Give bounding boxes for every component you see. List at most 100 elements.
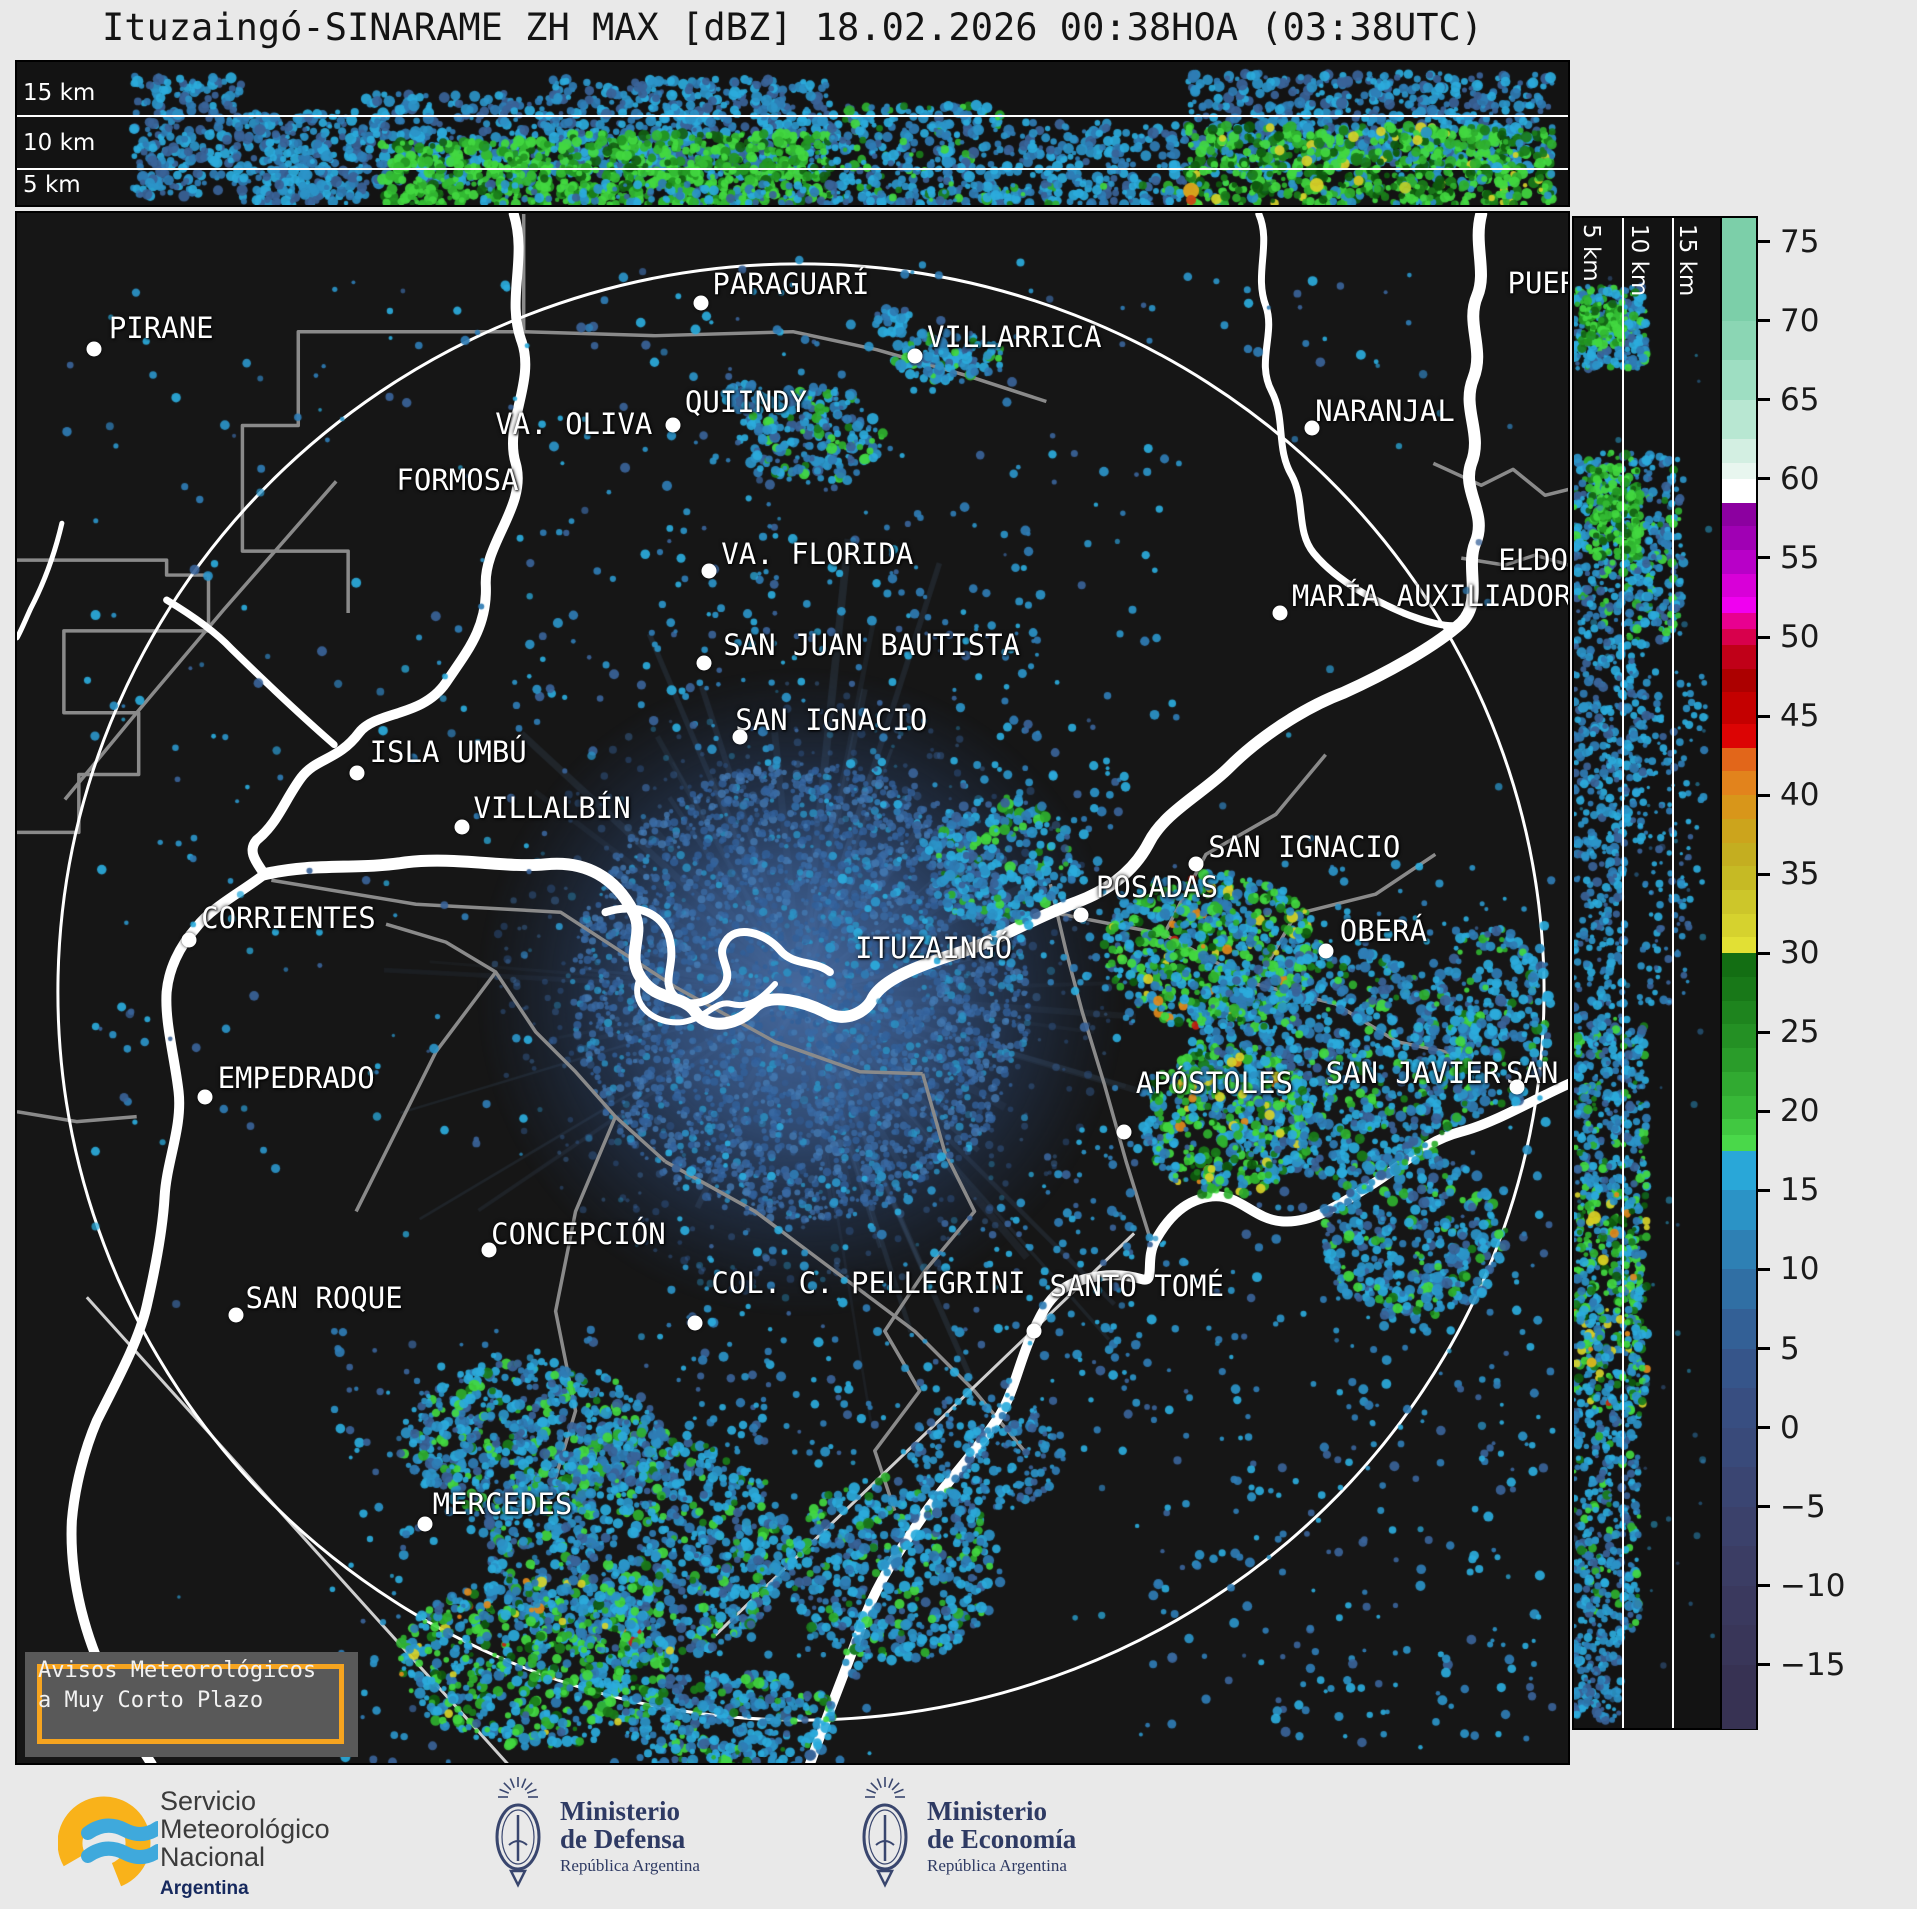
footer: Servicio Meteorológico Nacional Argentin… bbox=[0, 1765, 1917, 1909]
colorbar-segment bbox=[1722, 613, 1756, 630]
height-gridline bbox=[17, 115, 1568, 117]
colorbar-segment bbox=[1722, 692, 1756, 725]
colorbar-tick-label: 5 bbox=[1780, 1330, 1800, 1367]
city-label: ISLA UMBÚ bbox=[369, 735, 527, 770]
colorbar-segment bbox=[1722, 937, 1756, 954]
colorbar-tick-mark bbox=[1758, 793, 1770, 797]
city-dot bbox=[696, 655, 712, 670]
colorbar-tick-label: 35 bbox=[1780, 856, 1820, 893]
colorbar-segment bbox=[1722, 1625, 1756, 1666]
colorbar-tick-label: 20 bbox=[1780, 1093, 1820, 1130]
colorbar-tick-mark bbox=[1758, 1030, 1770, 1034]
colorbar-segment bbox=[1722, 550, 1756, 575]
colorbar-segment bbox=[1722, 629, 1756, 646]
vertical-cross-section-top: 15 km 10 km 5 km bbox=[15, 60, 1570, 207]
city-label: OBERÁ bbox=[1339, 913, 1428, 948]
colorbar-tick-label: 40 bbox=[1780, 777, 1820, 814]
colorbar-segment bbox=[1722, 1308, 1756, 1350]
colorbar-segment bbox=[1722, 218, 1756, 322]
city-label: SAN JUAN BAUTISTA bbox=[723, 628, 1020, 663]
colorbar-segment bbox=[1722, 399, 1756, 440]
city-label: PIRANE bbox=[108, 310, 214, 345]
colorbar-segment bbox=[1722, 463, 1756, 480]
colorbar-tick-label: 0 bbox=[1780, 1409, 1800, 1446]
city-label: ITUZAINGÓ bbox=[855, 930, 1013, 965]
defensa-crest-icon bbox=[495, 1777, 541, 1888]
radar-map: PIRANE PARAGUARÍ VILLARRICA QUIINDY VA. OLIV… bbox=[15, 211, 1570, 1765]
economia-line-1: Ministerio bbox=[927, 1796, 1047, 1826]
colorbar-tick-label: 55 bbox=[1780, 539, 1820, 576]
smn-line-2: Meteorológico bbox=[160, 1814, 330, 1844]
product-title: Ituzaingó-SINARAME ZH MAX [dBZ] 18.02.20… bbox=[101, 6, 1484, 49]
economia-crest-icon bbox=[862, 1777, 908, 1888]
smn-line-3: Nacional bbox=[160, 1842, 266, 1872]
colorbar-segment bbox=[1722, 771, 1756, 796]
height-axis-label: 10 km bbox=[23, 130, 96, 156]
colorbar-tick-label: 45 bbox=[1780, 698, 1820, 735]
city-dot bbox=[417, 1516, 433, 1532]
colorbar-segment bbox=[1722, 1229, 1756, 1271]
colorbar-segment bbox=[1722, 1095, 1756, 1120]
smn-logo-icon bbox=[58, 1796, 158, 1890]
colorbar-tick-mark bbox=[1758, 240, 1770, 244]
city-label: MARÍA AUXILIADORA bbox=[1291, 578, 1570, 613]
city-dot bbox=[1116, 1124, 1132, 1140]
colorbar-tick-mark bbox=[1758, 1426, 1770, 1430]
colorbar-tick-mark bbox=[1758, 1505, 1770, 1509]
city-label: QUIINDY bbox=[684, 385, 808, 420]
city-label: VA. OLIVA bbox=[495, 406, 653, 441]
warning-banner-text: Avisos Meteorológicos a Muy Corto Plazo bbox=[38, 1656, 316, 1716]
colorbar-segment bbox=[1722, 1388, 1756, 1429]
colorbar-tick-mark bbox=[1758, 872, 1770, 876]
city-label: MERCEDES bbox=[432, 1487, 573, 1522]
city-label: APÓSTOLES bbox=[1135, 1065, 1293, 1100]
colorbar-segment bbox=[1722, 795, 1756, 820]
city-dot bbox=[1272, 605, 1287, 621]
colorbar-segment bbox=[1722, 1000, 1756, 1025]
colorbar-tick-mark bbox=[1758, 635, 1770, 639]
colorbar-tick-mark bbox=[1758, 1109, 1770, 1113]
city-label: VILLALBÍN bbox=[473, 791, 631, 826]
city-dot bbox=[665, 417, 681, 433]
colorbar-segment bbox=[1722, 1048, 1756, 1073]
colorbar-segment bbox=[1722, 889, 1756, 915]
height-axis-label: 5 km bbox=[1578, 224, 1604, 282]
height-axis-label: 15 km bbox=[1674, 224, 1700, 297]
colorbar-tick-mark bbox=[1758, 477, 1770, 481]
city-label: SANTO TOMÉ bbox=[1049, 1268, 1225, 1303]
height-gridline bbox=[1622, 218, 1624, 1728]
city-label: SAN IGNACIO bbox=[735, 702, 928, 737]
colorbar-segment bbox=[1722, 668, 1756, 693]
colorbar-tick-label: 50 bbox=[1780, 619, 1820, 655]
colorbar-tick-label: 65 bbox=[1780, 381, 1820, 418]
city-dot bbox=[181, 932, 197, 948]
colorbar-tick-mark bbox=[1758, 1584, 1770, 1588]
colorbar-segment bbox=[1722, 360, 1756, 401]
height-axis-label: 5 km bbox=[23, 172, 81, 198]
smn-logo-text: Servicio Meteorológico Nacional Argentin… bbox=[160, 1787, 330, 1903]
defensa-logo-text: Ministerio de Defensa República Argentin… bbox=[560, 1797, 700, 1876]
colorbar-segment bbox=[1722, 573, 1756, 599]
city-dot bbox=[1304, 420, 1320, 436]
colorbar-segment bbox=[1722, 1269, 1756, 1310]
colorbar-tick-label: −5 bbox=[1780, 1488, 1826, 1525]
city-label: CONCEPCIÓN bbox=[491, 1217, 666, 1252]
city-dot bbox=[481, 1242, 496, 1258]
city-label: FORMOSA bbox=[396, 462, 519, 497]
city-label: PUERTO bbox=[1507, 265, 1569, 300]
colorbar-tick-label: −15 bbox=[1780, 1646, 1846, 1683]
city-label: POSADAS bbox=[1095, 870, 1219, 905]
right-echo-canvas bbox=[1574, 218, 1720, 1728]
city-label: NARANJAL bbox=[1315, 394, 1455, 429]
economia-logo-text: Ministerio de Economía República Argenti… bbox=[927, 1797, 1076, 1876]
city-label: SAN IGNACIO bbox=[1208, 829, 1401, 864]
colorbar-segment bbox=[1722, 913, 1756, 939]
colorbar-segment bbox=[1722, 1119, 1756, 1136]
colorbar-segment bbox=[1722, 478, 1756, 504]
colorbar-segment bbox=[1722, 747, 1756, 772]
echo-speckle-canvas bbox=[17, 213, 1568, 1763]
city-dot bbox=[687, 1315, 703, 1331]
colorbar-tick-label: 60 bbox=[1780, 460, 1820, 497]
warning-banner-border bbox=[37, 1664, 344, 1744]
city-dot bbox=[1026, 1323, 1042, 1339]
